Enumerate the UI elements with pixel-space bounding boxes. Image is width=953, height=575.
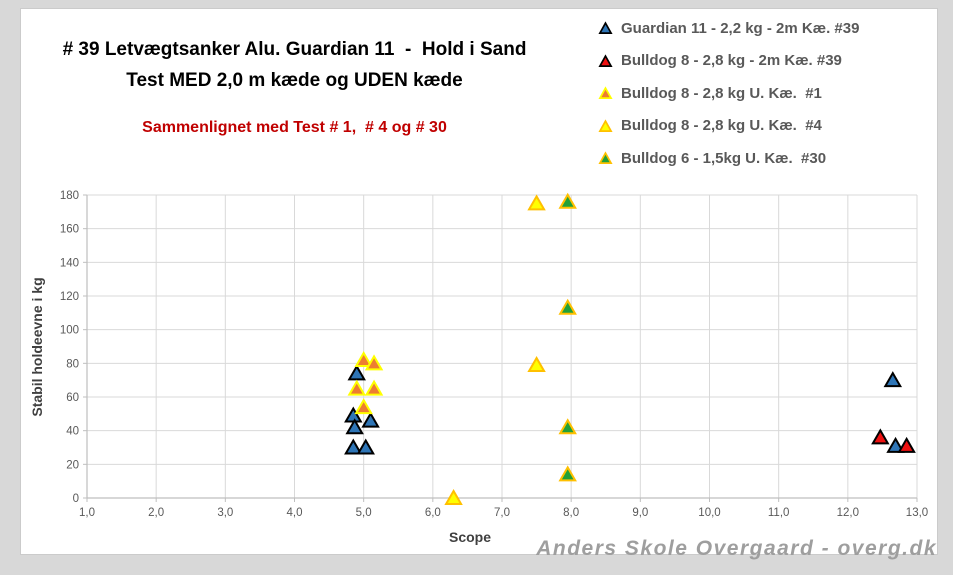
data-point [354, 398, 373, 415]
data-point [883, 371, 903, 388]
chart-subtitle: Sammenlignet med Test # 1, # 4 og # 30 [142, 119, 447, 136]
y-tick-label: 40 [66, 426, 79, 438]
data-point [886, 436, 905, 453]
legend-label: Bulldog 8 - 2,8 kg U. Kæ. #4 [621, 117, 822, 134]
chart-title-block: # 39 Letvægtsanker Alu. Guardian 11 - Ho… [22, 34, 567, 138]
data-point [527, 194, 546, 211]
legend-marker-shape [598, 53, 613, 67]
data-point [347, 364, 366, 381]
y-tick-label: 140 [60, 257, 79, 269]
x-tick-label: 2,0 [148, 507, 164, 519]
data-point [347, 379, 366, 396]
y-tick-label: 20 [66, 459, 79, 471]
data-point [356, 438, 375, 455]
chart-title-line2: Test MED 2,0 m kæde og UDEN kæde [126, 70, 463, 91]
data-point [897, 436, 916, 453]
legend-item: Bulldog 8 - 2,8 kg U. Kæ. #4 [598, 116, 859, 136]
legend-item: Bulldog 6 - 1,5kg U. Kæ. #30 [598, 148, 859, 168]
x-tick-label: 1,0 [79, 507, 95, 519]
legend-marker-shape [598, 86, 613, 99]
legend-triangle-marker-icon [598, 118, 613, 132]
legend-label: Guardian 11 - 2,2 kg - 2m Kæ. #39 [621, 19, 860, 37]
legend-item: Guardian 11 - 2,2 kg - 2m Kæ. #39 [598, 18, 859, 38]
data-point [527, 356, 546, 373]
x-tick-label: 10,0 [698, 507, 720, 519]
x-tick-label: 6,0 [425, 507, 441, 519]
y-axis-title: Stabil holdeevne i kg [29, 277, 45, 417]
x-tick-label: 7,0 [494, 507, 510, 519]
legend-triangle-marker-icon [598, 151, 613, 164]
x-axis-title: Scope [448, 529, 492, 545]
data-point [444, 488, 463, 505]
y-tick-label: 0 [73, 493, 79, 505]
chart-title-line1: # 39 Letvægtsanker Alu. Guardian 11 - Ho… [62, 39, 527, 60]
chart-legend: Guardian 11 - 2,2 kg - 2m Kæ. #39 Bulldog… [598, 18, 859, 168]
data-point [361, 411, 380, 428]
data-point [558, 192, 577, 209]
legend-item: Bulldog 8 - 2,8 kg U. Kæ. #1 [598, 83, 859, 103]
y-tick-label: 180 [60, 190, 79, 202]
y-tick-label: 100 [60, 325, 79, 337]
data-point [345, 418, 364, 435]
legend-label: Bulldog 6 - 1,5kg U. Kæ. #30 [621, 149, 827, 167]
x-tick-label: 4,0 [287, 507, 303, 519]
legend-label: Bulldog 8 - 2,8 kg U. Kæ. #1 [621, 84, 822, 102]
legend-marker-shape [598, 118, 613, 132]
data-point [558, 465, 577, 482]
data-point [558, 298, 577, 315]
data-point [871, 428, 890, 445]
legend-triangle-marker-icon [598, 86, 613, 99]
data-point [344, 438, 363, 455]
legend-item: Bulldog 8 - 2,8 kg - 2m Kæ. #39 [598, 51, 859, 71]
legend-triangle-marker-icon [598, 21, 613, 34]
x-tick-label: 5,0 [356, 507, 372, 519]
x-tick-label: 11,0 [768, 507, 790, 519]
x-tick-label: 3,0 [217, 507, 233, 519]
data-point [558, 418, 577, 435]
x-tick-label: 12,0 [837, 507, 859, 519]
data-point [354, 350, 373, 367]
y-tick-label: 120 [60, 291, 79, 303]
y-tick-label: 160 [60, 224, 79, 236]
legend-marker-shape [598, 21, 613, 34]
x-tick-label: 13,0 [906, 507, 928, 519]
x-tick-label: 8,0 [563, 507, 579, 519]
x-tick-label: 9,0 [632, 507, 648, 519]
legend-triangle-marker-icon [598, 53, 613, 67]
y-tick-label: 60 [66, 392, 79, 404]
data-point [364, 354, 384, 371]
legend-label: Bulldog 8 - 2,8 kg - 2m Kæ. #39 [621, 52, 842, 69]
legend-marker-shape [598, 151, 613, 164]
y-tick-label: 80 [66, 358, 79, 370]
watermark: Anders Skole Overgaard - overg.dk [536, 537, 937, 560]
data-point [364, 379, 384, 396]
